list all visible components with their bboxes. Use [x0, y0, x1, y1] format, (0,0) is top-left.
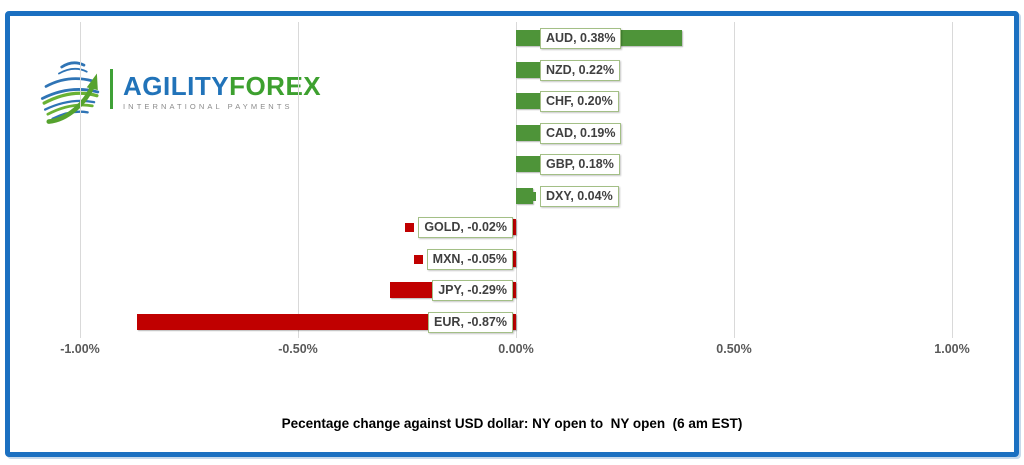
legend-key-square [413, 254, 423, 264]
legend-key-square [415, 317, 425, 327]
gridline [298, 22, 299, 338]
x-axis-tick-label: 0.00% [498, 342, 534, 356]
gridline [80, 22, 81, 338]
window-frame [5, 11, 1019, 457]
brand-name-forex: FOREX [229, 71, 322, 101]
data-label-group: AUD, 0.38% [527, 27, 622, 49]
data-label: CAD, 0.19% [540, 122, 622, 144]
data-label: DXY, 0.04% [540, 185, 619, 207]
legend-key-square [405, 222, 415, 232]
data-label-group: DXY, 0.04% [527, 185, 619, 207]
gridline [516, 22, 517, 338]
data-label-group: JPY, -0.29% [419, 279, 513, 301]
data-label: AUD, 0.38% [540, 27, 622, 49]
brand-tagline: INTERNATIONAL PAYMENTS [123, 102, 293, 111]
data-label: NZD, 0.22% [540, 59, 621, 81]
x-axis-tick-label: -1.00% [60, 342, 100, 356]
chart-title: Pecentage change against USD dollar: NY … [281, 416, 743, 431]
data-label-group: EUR, -0.87% [415, 311, 513, 333]
legend-key-square [527, 128, 536, 138]
data-label-group: CAD, 0.19% [527, 122, 622, 144]
data-label-group: CHF, 0.20% [527, 90, 619, 112]
logo-separator [110, 69, 113, 109]
legend-key-square [527, 159, 536, 169]
x-axis-tick-label: 0.50% [716, 342, 752, 356]
brand-logo: AGILITYFOREX INTERNATIONAL PAYMENTS [34, 54, 321, 130]
brand-name-agility: AGILITY [123, 71, 230, 101]
logo-text: AGILITYFOREX INTERNATIONAL PAYMENTS [123, 73, 321, 111]
brand-name: AGILITYFOREX [123, 73, 321, 99]
data-label-group: MXN, -0.05% [413, 248, 513, 270]
data-label-group: GOLD, -0.02% [405, 216, 513, 238]
legend-key-square [527, 65, 536, 75]
data-label: GOLD, -0.02% [418, 216, 513, 238]
data-label: GBP, 0.18% [540, 153, 620, 175]
globe-arrow-icon [40, 61, 100, 124]
data-label: MXN, -0.05% [426, 248, 513, 270]
x-axis-tick-label: -0.50% [278, 342, 318, 356]
data-label: EUR, -0.87% [428, 311, 513, 333]
legend-key-square [527, 191, 536, 201]
legend-key-square [527, 33, 536, 43]
x-axis-tick-label: 1.00% [934, 342, 970, 356]
legend-key-square [527, 96, 536, 106]
gridline [734, 22, 735, 338]
data-label-group: NZD, 0.22% [527, 59, 621, 81]
gridline [952, 22, 953, 338]
data-label: JPY, -0.29% [432, 279, 513, 301]
data-label: CHF, 0.20% [540, 90, 619, 112]
data-label-group: GBP, 0.18% [527, 153, 620, 175]
legend-key-square [419, 285, 429, 295]
